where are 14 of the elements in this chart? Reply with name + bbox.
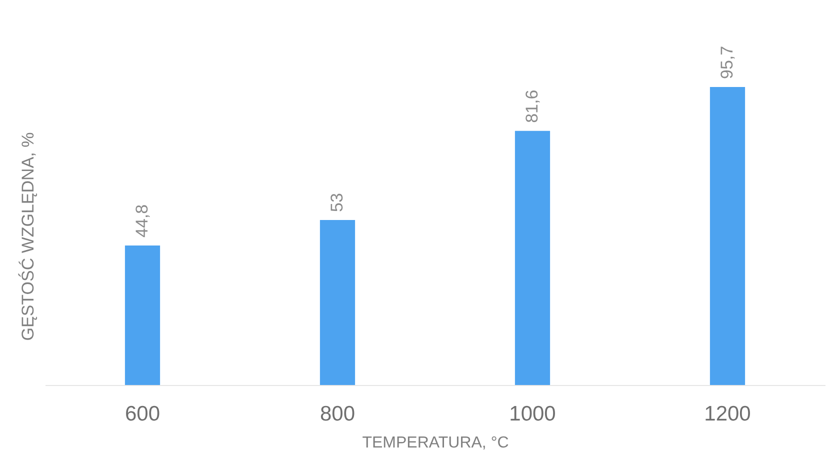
bar: [124, 245, 160, 385]
bar: [320, 220, 356, 385]
data-label: 95,7: [718, 46, 736, 79]
x-tick-label: 800: [320, 402, 356, 426]
x-tick-label: 1000: [509, 402, 556, 426]
x-tick-label: 600: [124, 402, 160, 426]
data-label: 53: [328, 193, 346, 212]
bar: [514, 130, 550, 385]
data-label: 81,6: [522, 90, 542, 123]
data-label: 44,8: [132, 204, 152, 238]
x-axis-title: TEMPERATURA, °C: [362, 434, 509, 452]
x-tick-label: 1200: [704, 402, 751, 426]
y-axis-title: GĘSTOŚĆ WZGLĘDNA, %: [18, 132, 38, 341]
bar: [710, 87, 746, 385]
